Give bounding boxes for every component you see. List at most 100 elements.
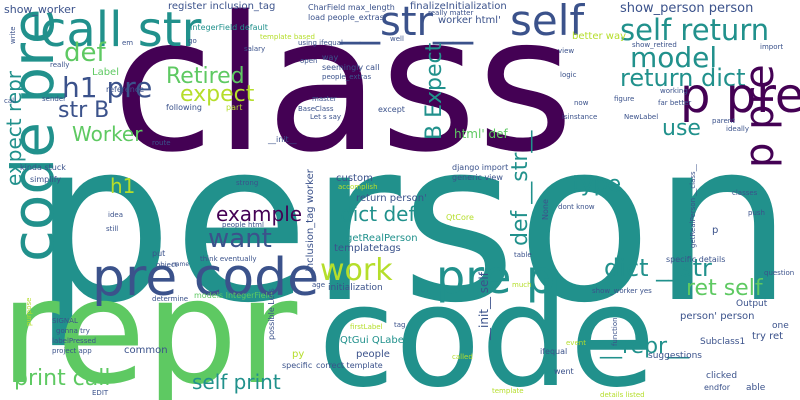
word-purpose: purpose (25, 297, 33, 326)
word-generic-view: generic view (452, 173, 503, 182)
word-example: example (216, 202, 303, 226)
word-newlabel: NewLabel (624, 113, 659, 121)
word-accomplish: accomplish (338, 183, 378, 191)
word-people: people (356, 349, 390, 360)
word-label: Label (92, 67, 119, 78)
word-want: want (208, 224, 272, 254)
word-py: py (292, 349, 305, 360)
word-isinstance: isinstance (562, 113, 598, 121)
word-strong: strong (236, 179, 259, 187)
word-people-html: people html (222, 221, 264, 229)
word-write: write (9, 26, 17, 44)
word-person: person (32, 94, 793, 352)
word-people-extras: people_extras (322, 73, 372, 81)
word-way: way (322, 53, 339, 62)
word-following: following (166, 103, 202, 112)
word-try-ret: try ret (752, 331, 784, 342)
word-question: question (764, 269, 795, 277)
word-part: part (226, 103, 243, 112)
word-push: push (748, 209, 765, 217)
word-lets-say: Let s say (310, 113, 342, 121)
word-h1-pre: h1 pre (62, 71, 153, 104)
word-show-retired: show_retired (632, 41, 677, 49)
word-far-better: far better (658, 99, 692, 107)
word-initialization: initialization (328, 283, 383, 293)
word-self: self (510, 0, 585, 45)
word-still: still (106, 225, 119, 233)
word-inclusion-tag-worker: inclusion_tag worker (305, 169, 316, 272)
word-worker: Worker (72, 122, 143, 146)
word-str-b: str B (58, 98, 110, 123)
word-age: age (312, 281, 326, 289)
word-baseclass: BaseClass (298, 105, 334, 113)
word-return-person: return person' (356, 193, 427, 204)
word-event: event (566, 339, 586, 347)
word-labelpressed: labelPressed (52, 337, 97, 345)
word-well: well (390, 35, 404, 43)
word-work: work (320, 253, 393, 288)
word-went: went (554, 367, 574, 376)
word-master: master (312, 95, 337, 103)
word-view: view (558, 47, 575, 55)
word-object: object (156, 261, 178, 269)
word-finalize-initialization: finalizeInitialization (410, 1, 507, 12)
word-print-call: print call (14, 366, 111, 391)
word-better-way: better way (572, 31, 627, 42)
word-call-str: call str (40, 2, 202, 58)
word-put: put (152, 249, 166, 258)
word-def: def (64, 38, 106, 68)
word-signal: SIGNAL (52, 317, 78, 325)
word-specific: specific (282, 361, 313, 370)
word-expect: expect (180, 82, 255, 107)
word-em: em (122, 39, 134, 47)
word-str-dunder: __str__ (340, 0, 473, 45)
word-register-inclusion-tag: register inclusion_tag (168, 1, 276, 12)
word-details-listed: details listed (600, 391, 645, 399)
word-pre-p: pre p (436, 250, 556, 304)
word-django-import: django import (452, 163, 509, 172)
word-none: None (541, 199, 550, 220)
word-self-return: self return (620, 13, 770, 47)
word-return-dict: return dict (620, 64, 746, 92)
word-project-app: project app (52, 347, 92, 355)
word-except: except (378, 105, 405, 114)
word-import: import (760, 43, 784, 51)
word-retired: Retired (166, 64, 245, 89)
word-think-eventually: think eventually (200, 255, 257, 263)
word-load-people-extras: load people_extras (308, 13, 384, 22)
word-use: use (662, 116, 701, 141)
word-idea: idea (108, 211, 123, 219)
word-qtcore: QtCore (446, 213, 474, 222)
word-type: type (572, 172, 622, 197)
word-clicked: clicked (706, 371, 738, 381)
word-firstlabel: firstLabel (350, 323, 383, 331)
word-really-matter: really matter (428, 9, 474, 17)
word-ret-self: ret self (686, 276, 763, 301)
word-template: template (492, 387, 524, 395)
word-reference: reference (106, 85, 145, 94)
word-really: really (50, 61, 70, 69)
word-worker-html: worker html' (438, 15, 501, 26)
word-getrealperson: getRealPerson (346, 233, 418, 244)
word-repr-dunder: __repr__ (600, 334, 690, 359)
word-b-expect: B Expect (422, 42, 447, 140)
word-dont-know: dont know (558, 203, 595, 211)
word-p-pre-1: p pre (680, 68, 800, 124)
word-one: one (772, 321, 789, 331)
word-suggestions: suggestions (648, 351, 702, 361)
word-custom: custom (336, 173, 373, 184)
word-show-worker-yes: show_worker yes (592, 287, 652, 295)
word-name: name (172, 261, 190, 268)
word-seemingly-call: seemingly call (322, 63, 380, 72)
word-p-pre-2: p pre (737, 64, 783, 168)
word-templatetags: templatetags (334, 243, 401, 254)
word-simplify: simplify (30, 175, 62, 184)
word-ifequal: ifequal (540, 347, 568, 356)
word-dict-str: dict __str (604, 254, 712, 282)
word-repr: repr (0, 248, 298, 400)
word-able: able (746, 383, 766, 393)
word-called: called (452, 353, 473, 361)
word-determine: determine (152, 295, 189, 303)
word-ideally: ideally (726, 125, 750, 133)
